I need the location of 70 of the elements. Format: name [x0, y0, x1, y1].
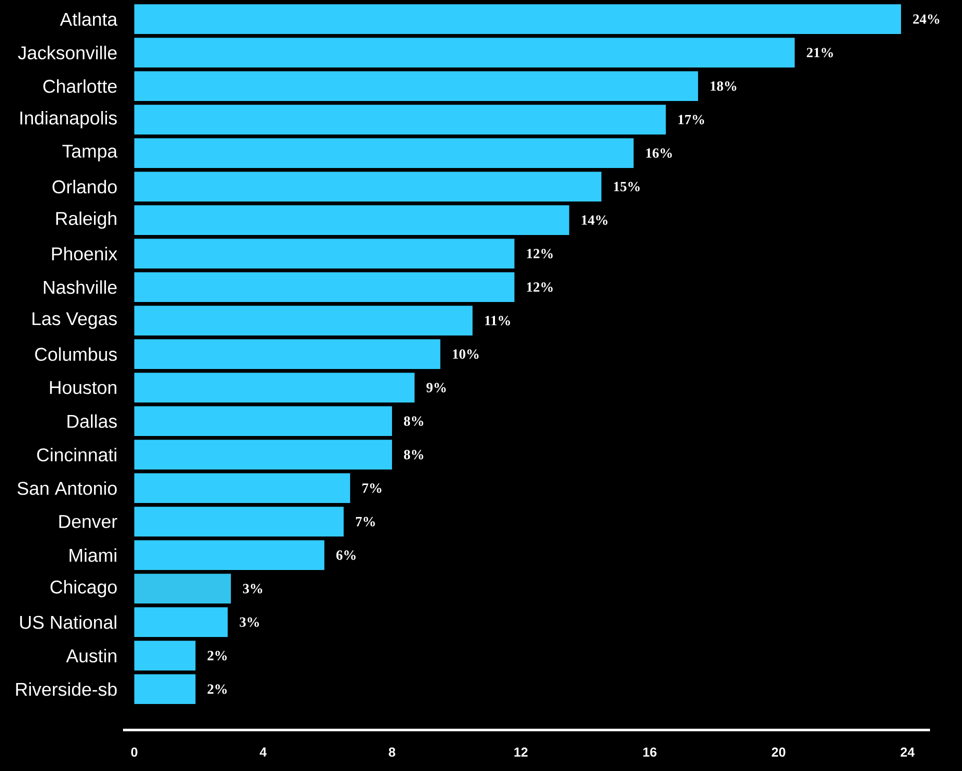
- x-tick-label: 0: [131, 748, 138, 757]
- bar: [134, 205, 570, 236]
- y-tick-label: Chicago: [50, 580, 117, 598]
- bar: [134, 138, 634, 168]
- data-label: 6%: [336, 550, 356, 560]
- bar: [134, 506, 344, 537]
- data-label: 2%: [208, 650, 227, 660]
- y-tick-label: Charlotte: [43, 79, 117, 93]
- bar: [134, 674, 196, 704]
- x-tick-label: 16: [643, 748, 656, 757]
- bar: [134, 38, 795, 68]
- y-tick-label: Houston: [50, 381, 116, 394]
- x-tick-label: 12: [514, 748, 528, 757]
- data-label: 16%: [646, 148, 672, 158]
- y-tick-label: Denver: [59, 515, 118, 528]
- y-tick-label: Nashville: [44, 280, 117, 294]
- bar: [134, 406, 392, 436]
- bar: [134, 339, 440, 370]
- bar: [134, 540, 324, 570]
- y-tick-label: Cincinnati: [37, 448, 116, 462]
- bar: [134, 640, 196, 671]
- data-label: 2%: [208, 684, 227, 694]
- data-label: 8%: [404, 450, 424, 460]
- bar: [134, 4, 902, 34]
- data-label: 7%: [356, 516, 375, 526]
- data-label: 9%: [426, 382, 446, 392]
- data-label: 14%: [582, 215, 608, 225]
- x-tick-label: 24: [900, 748, 915, 757]
- y-tick-label: Austin: [66, 648, 116, 662]
- data-label: 21%: [806, 48, 833, 58]
- data-label: 18%: [710, 81, 736, 91]
- data-label: 12%: [527, 248, 553, 258]
- y-tick-label: Atlanta: [60, 12, 118, 26]
- y-tick-label: Las Vegas: [32, 312, 117, 329]
- bar: [134, 238, 514, 269]
- bar: [134, 372, 415, 403]
- bar: [134, 574, 231, 604]
- y-tick-label: Indianapolis: [20, 110, 117, 128]
- y-tick-label: Tampa: [62, 144, 118, 162]
- bar: [134, 306, 473, 336]
- y-tick-label: Raleigh: [56, 211, 116, 229]
- data-label: 10%: [452, 349, 479, 359]
- bar: [134, 172, 602, 202]
- data-label: 7%: [362, 483, 382, 493]
- data-label: 3%: [240, 617, 259, 627]
- data-label: 17%: [678, 114, 704, 124]
- bar: [134, 104, 666, 135]
- y-tick-label: Miami: [70, 548, 116, 562]
- x-tick-label: 20: [772, 748, 786, 757]
- y-tick-label: Dallas: [68, 414, 117, 428]
- bar: [134, 272, 514, 302]
- data-label: 3%: [242, 584, 262, 594]
- y-tick-label: Jacksonville: [18, 46, 117, 60]
- y-tick-label: Columbus: [35, 347, 117, 361]
- data-label: 11%: [485, 316, 510, 326]
- y-tick-label: San Antonio: [18, 481, 117, 495]
- data-label: 12%: [527, 282, 553, 292]
- y-tick-label: Phoenix: [52, 246, 118, 260]
- bar: [134, 71, 698, 102]
- bar: [134, 440, 392, 470]
- x-tick-label: 8: [388, 748, 396, 757]
- x-tick-label: 4: [260, 748, 267, 756]
- data-label: 24%: [913, 14, 940, 24]
- y-tick-label: US National: [20, 615, 116, 629]
- y-tick-label: Orlando: [52, 180, 117, 194]
- data-label: 15%: [614, 182, 640, 192]
- y-tick-label: Riverside-sb: [16, 682, 117, 696]
- bar: [134, 607, 228, 638]
- data-label: 8%: [404, 416, 424, 426]
- bar: [134, 473, 350, 504]
